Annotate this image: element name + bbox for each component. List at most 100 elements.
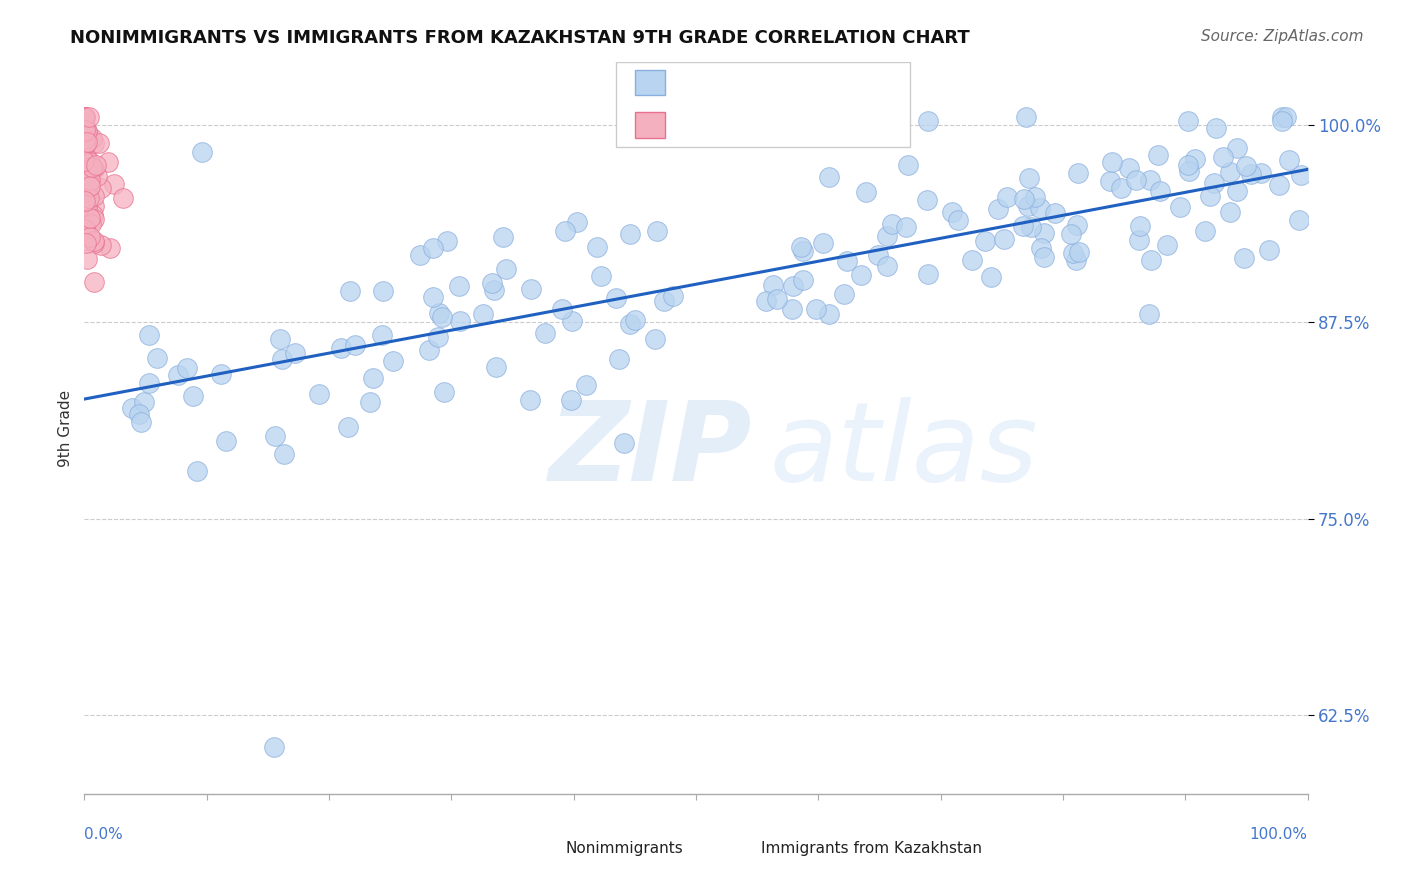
Point (1288, 213, 1310, 227)
Point (73, 176, 96, 190)
Point (76, 123, 98, 137)
Point (1067, 166, 1090, 180)
Point (73, 153, 96, 168)
Point (1129, 219, 1152, 233)
Point (1274, 111, 1296, 125)
Point (75, 172, 97, 186)
Point (1069, 245, 1091, 260)
Point (917, 268, 939, 282)
Point (433, 385, 456, 400)
Point (960, 253, 983, 268)
Point (995, 189, 1018, 203)
Point (337, 420, 360, 434)
Point (565, 215, 588, 229)
Point (83, 162, 105, 177)
Text: R = 0.445   N =  91: R = 0.445 N = 91 (683, 116, 845, 134)
Point (1032, 227, 1054, 241)
Point (77, 191, 100, 205)
Bar (524, 839, 560, 860)
Point (1118, 161, 1140, 176)
Point (1128, 234, 1150, 248)
Point (264, 429, 287, 443)
Point (1156, 238, 1178, 252)
Point (176, 360, 198, 375)
Point (534, 326, 557, 340)
Point (1032, 250, 1054, 264)
Point (77, 180, 100, 194)
Point (75, 149, 97, 163)
Point (76, 185, 98, 199)
Point (269, 332, 291, 346)
Point (263, 739, 285, 754)
Point (1014, 111, 1036, 125)
Point (1024, 190, 1046, 204)
Point (832, 287, 855, 301)
Point (762, 278, 785, 293)
Point (82, 130, 104, 145)
Point (84, 158, 107, 172)
Point (100, 241, 122, 255)
Point (73, 156, 96, 170)
Point (837, 254, 859, 268)
Point (86, 169, 108, 183)
Point (755, 293, 778, 308)
Point (371, 284, 394, 298)
Point (73, 198, 96, 212)
Point (811, 236, 834, 251)
Point (607, 351, 630, 366)
Point (1226, 140, 1249, 154)
Point (1205, 120, 1227, 135)
Point (973, 234, 995, 248)
Point (1029, 201, 1052, 215)
Point (76, 126, 98, 140)
Point (73, 212, 96, 227)
Point (79, 111, 101, 125)
Point (946, 213, 969, 227)
Point (209, 367, 232, 381)
Point (138, 327, 160, 342)
Point (77, 172, 100, 186)
Point (73, 173, 96, 187)
Point (343, 338, 366, 352)
Text: 100.0%: 100.0% (1250, 827, 1308, 842)
Point (97, 154, 120, 169)
Point (1137, 307, 1160, 321)
Point (1018, 170, 1040, 185)
Point (652, 293, 675, 308)
Point (308, 387, 330, 401)
Point (75, 236, 97, 251)
Point (73, 186, 96, 201)
Point (1212, 151, 1234, 165)
Point (75, 159, 97, 173)
Point (79, 173, 101, 187)
Text: R = 0.535   N = 158: R = 0.535 N = 158 (683, 73, 851, 92)
Point (1202, 176, 1225, 190)
Point (426, 330, 449, 344)
Point (75, 183, 97, 197)
Point (1012, 219, 1035, 234)
Point (129, 415, 152, 429)
Point (90, 238, 112, 252)
Point (83, 275, 105, 289)
Point (560, 393, 582, 408)
Point (1177, 158, 1199, 172)
Point (1109, 180, 1132, 194)
Point (73, 162, 96, 177)
Point (73, 161, 96, 176)
Point (75, 157, 97, 171)
Point (1062, 246, 1084, 260)
Point (1021, 219, 1043, 234)
Point (111, 191, 134, 205)
Point (1043, 205, 1066, 219)
Point (76, 196, 98, 211)
Point (73, 170, 96, 185)
Point (73, 117, 96, 131)
Point (361, 371, 384, 385)
Point (146, 351, 169, 365)
Point (436, 234, 458, 248)
Point (422, 241, 444, 255)
Point (75, 221, 97, 235)
Point (1289, 168, 1312, 182)
Point (1168, 200, 1191, 214)
Point (75, 194, 97, 208)
